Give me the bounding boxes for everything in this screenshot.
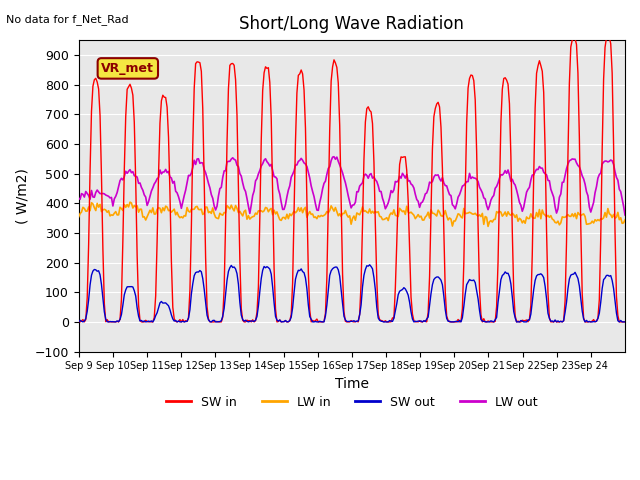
Title: Short/Long Wave Radiation: Short/Long Wave Radiation (239, 15, 464, 33)
Text: VR_met: VR_met (101, 62, 154, 75)
X-axis label: Time: Time (335, 377, 369, 391)
Text: No data for f_Net_Rad: No data for f_Net_Rad (6, 14, 129, 25)
Y-axis label: ( W/m2): ( W/m2) (15, 168, 29, 224)
Legend: SW in, LW in, SW out, LW out: SW in, LW in, SW out, LW out (161, 391, 543, 414)
